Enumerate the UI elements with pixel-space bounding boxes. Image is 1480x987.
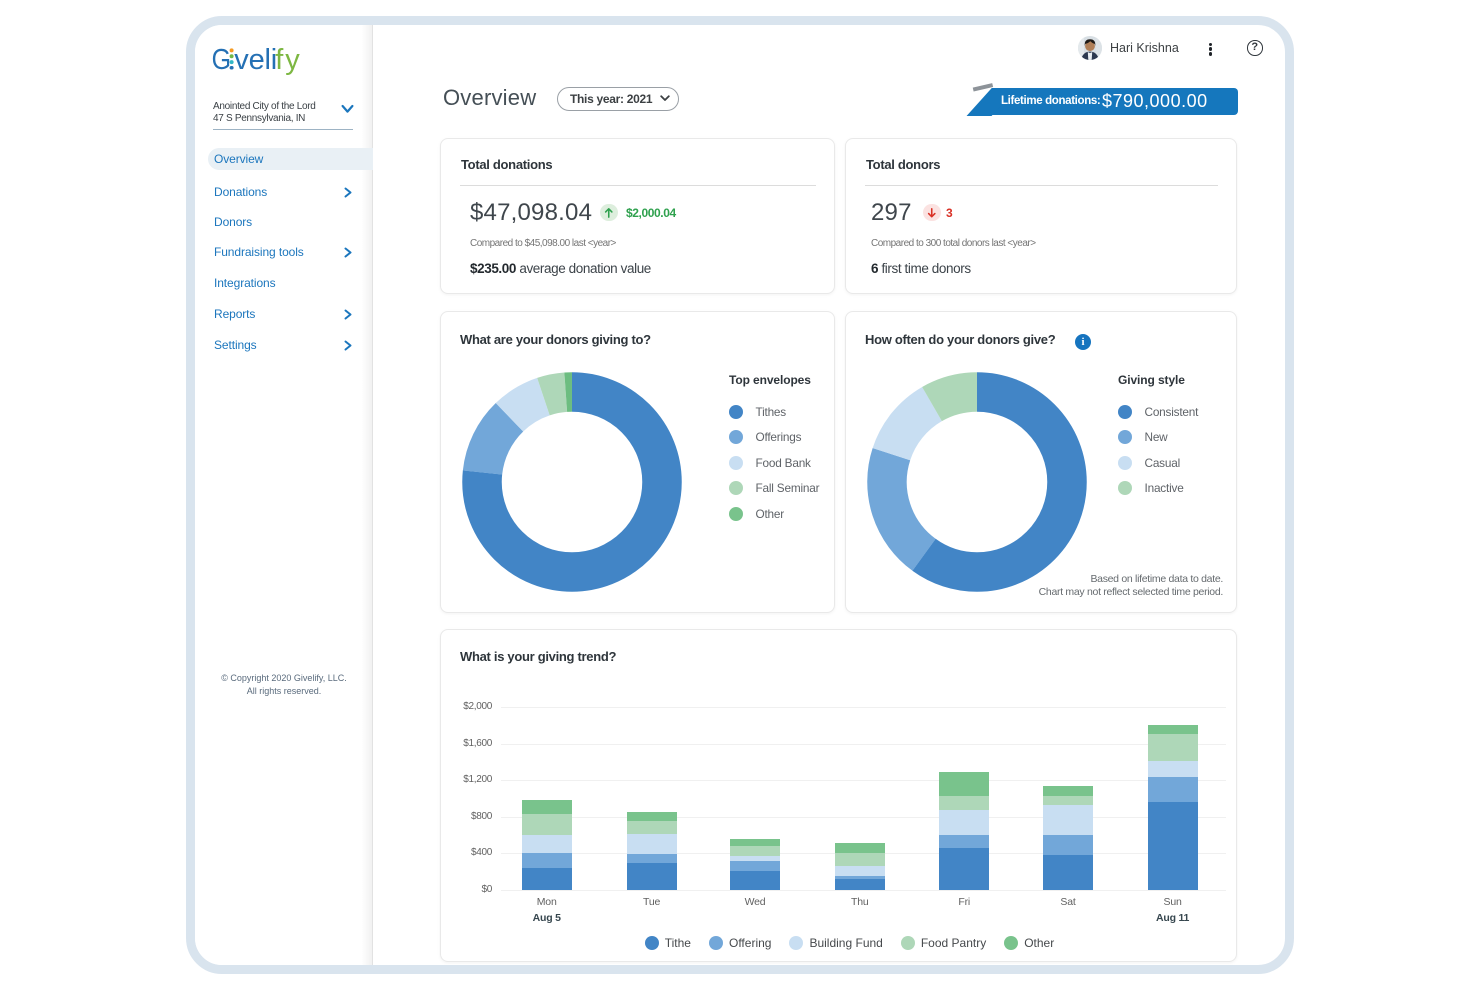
- svg-text:fy: fy: [275, 45, 302, 76]
- svg-text:G: G: [212, 45, 231, 76]
- svg-text:veli: veli: [234, 45, 277, 76]
